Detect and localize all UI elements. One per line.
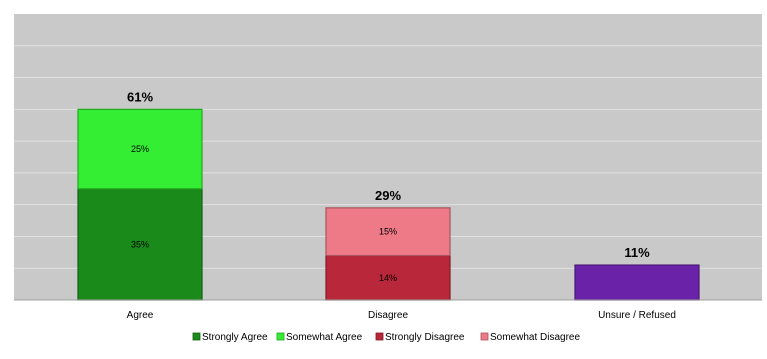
x-tick-label: Unsure / Refused: [598, 310, 676, 321]
x-tick-label: Agree: [127, 310, 154, 321]
bar-segment: [77, 188, 203, 301]
legend-item: Strongly Agree: [192, 332, 268, 343]
bars: [77, 108, 700, 301]
bar-segment: [77, 108, 203, 190]
legend: Strongly Agree Somewhat Agree Strongly Dis…: [192, 332, 580, 343]
legend-swatch: [276, 332, 285, 341]
legend-label: Strongly Disagree: [385, 332, 465, 343]
x-axis: Agree Disagree Unsure / Refused: [14, 299, 762, 321]
legend-label: Somewhat Disagree: [490, 332, 580, 343]
bar-total-label: 29%: [375, 188, 401, 203]
x-tick-label: Disagree: [368, 310, 408, 321]
legend-swatch: [192, 332, 201, 341]
legend-item: Strongly Disagree: [375, 332, 465, 343]
legend-item: Somewhat Disagree: [480, 332, 580, 343]
legend-item: Somewhat Agree: [276, 332, 363, 343]
legend-label: Somewhat Agree: [286, 332, 363, 343]
legend-swatch: [480, 332, 489, 341]
segment-value-label: 35%: [131, 239, 149, 249]
legend-label: Strongly Agree: [202, 332, 268, 343]
data-labels: 35% 25% 61% 14% 15% 29% 11%: [127, 89, 650, 282]
bar-segment: [325, 254, 451, 301]
segment-value-label: 25%: [131, 144, 149, 154]
bar-total-label: 61%: [127, 89, 153, 104]
legend-swatch: [375, 332, 384, 341]
segment-value-label: 14%: [379, 273, 397, 283]
bar-segment: [325, 207, 451, 257]
segment-value-label: 15%: [379, 227, 397, 237]
bar-segment: [574, 264, 700, 301]
bar-total-label: 11%: [624, 245, 650, 260]
